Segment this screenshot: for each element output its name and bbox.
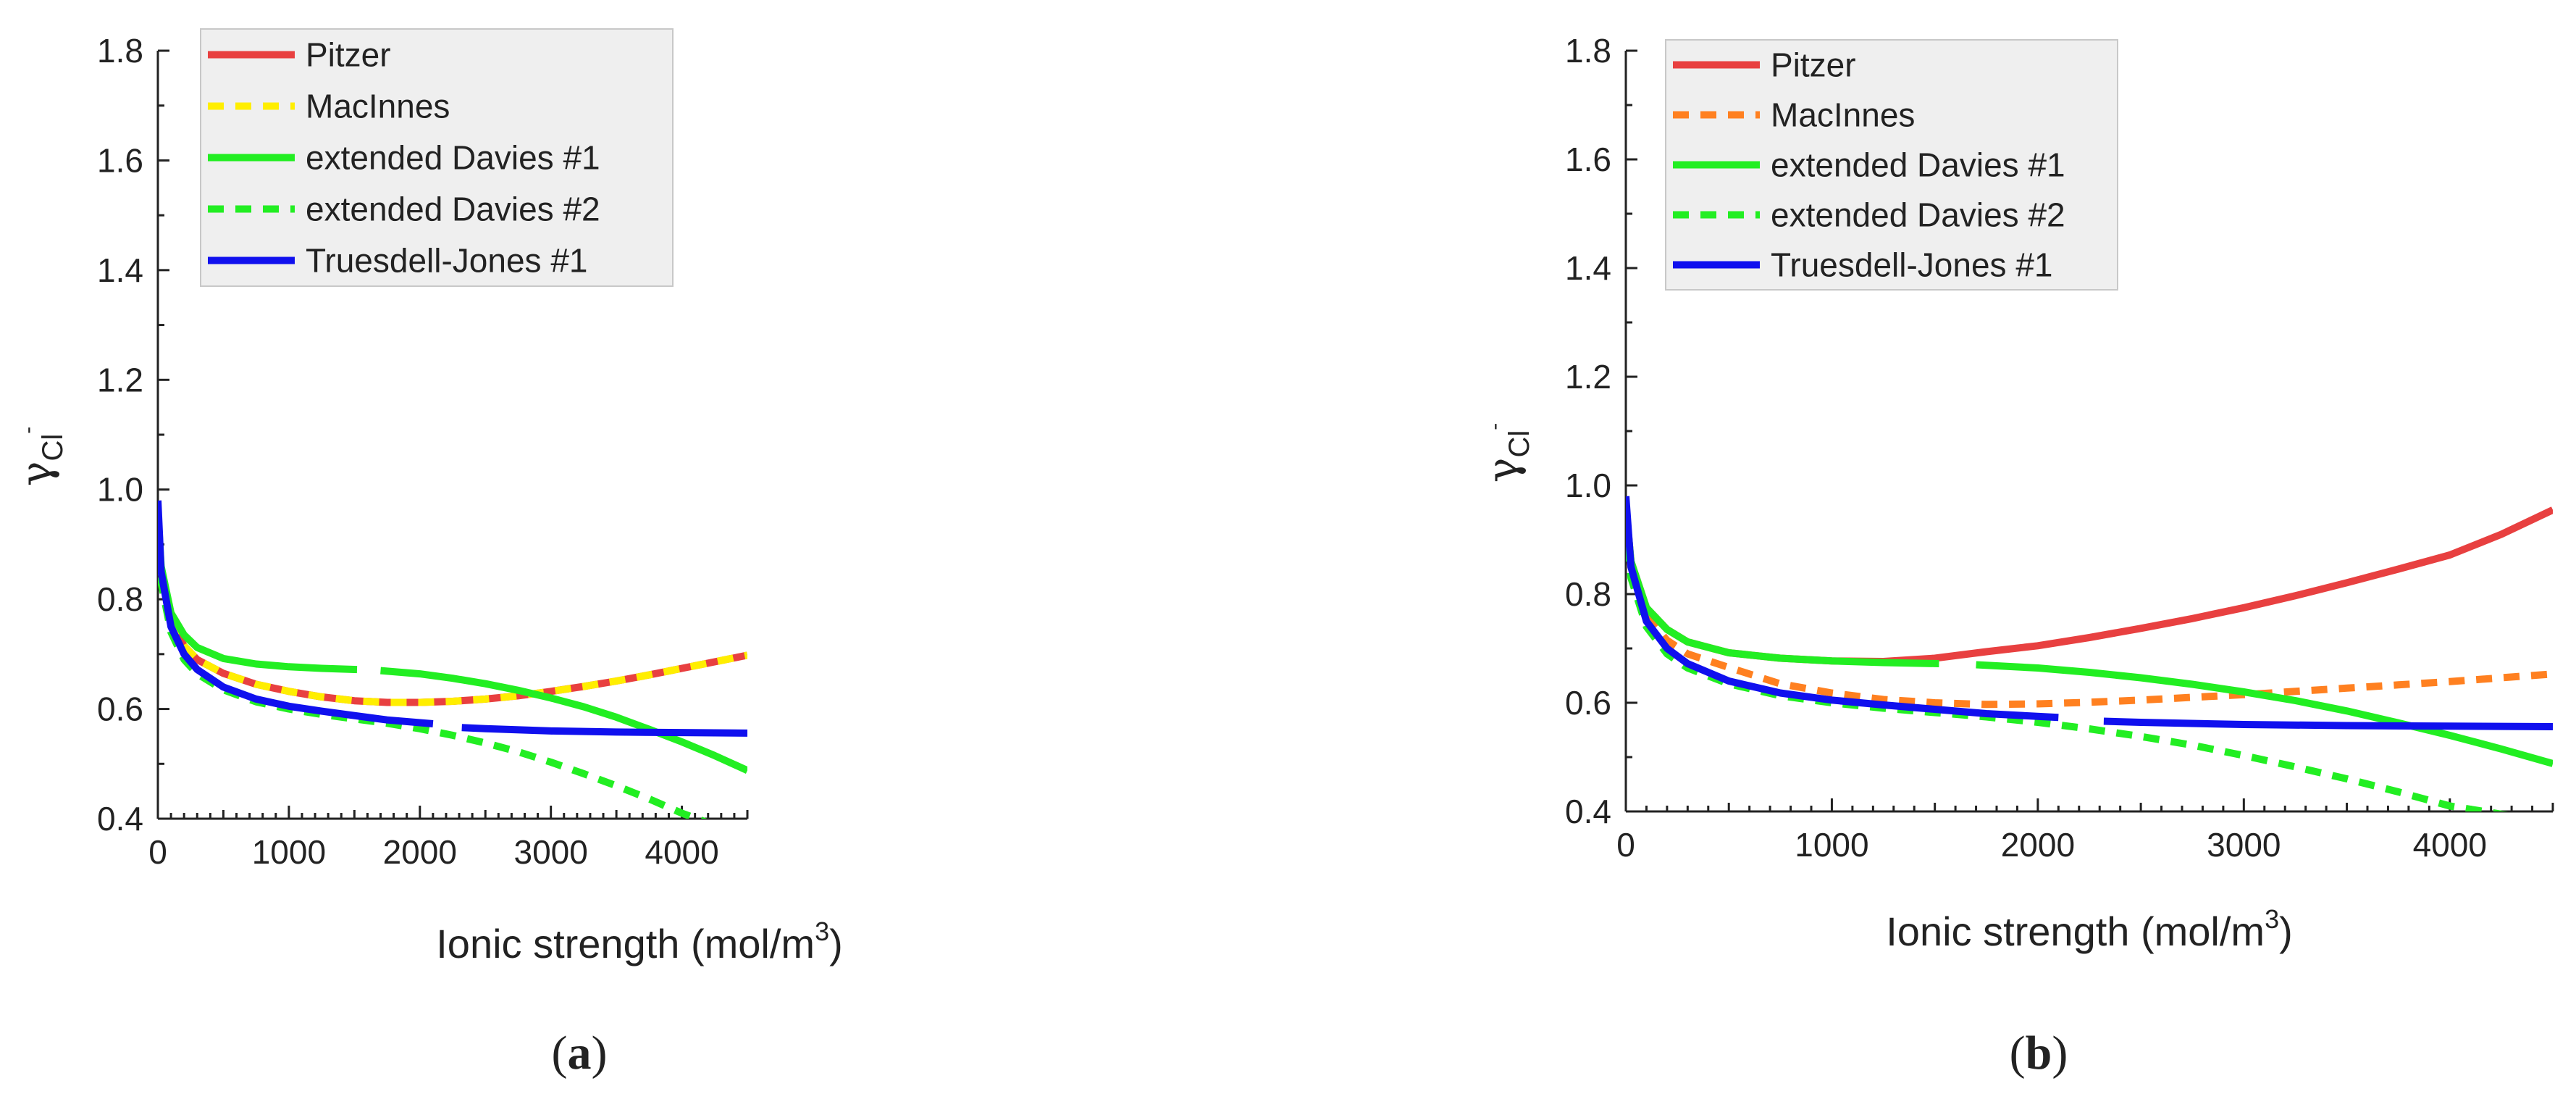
series-line-truesdell-jones-1 — [1626, 496, 2553, 730]
plot-area — [1626, 496, 2553, 811]
y-tick-label: 1.0 — [97, 471, 143, 509]
series-line-extended-davies-2 — [1626, 517, 2509, 811]
y-tick-label: 1.6 — [97, 141, 143, 179]
panel-label: (b) — [2010, 1027, 2068, 1080]
legend-label: Truesdell-Jones #1 — [1771, 246, 2053, 284]
x-axis-label: Ionic strength (mol/m3) — [1886, 904, 2293, 954]
y-tick-label: 1.6 — [1565, 141, 1611, 178]
x-tick-label: 0 — [148, 833, 167, 871]
y-tick-label: 1.2 — [97, 361, 143, 398]
panel-label: (a) — [552, 1027, 608, 1080]
series-line-macinnes — [158, 511, 747, 706]
panel-letter: a — [568, 1027, 592, 1080]
y-tick-label: 1.8 — [97, 32, 143, 70]
x-tick-label: 3000 — [513, 833, 587, 871]
x-axis-label-text: Ionic strength (mol/m — [436, 921, 815, 966]
x-axis-label-close: ) — [2279, 909, 2293, 954]
x-tick-label: 1000 — [1795, 826, 1868, 864]
legend-label: extended Davies #2 — [306, 191, 600, 228]
y-tick-label: 0.6 — [1565, 684, 1611, 722]
x-axis-label: Ionic strength (mol/m3) — [436, 916, 843, 966]
x-axis-label-text: Ionic strength (mol/m — [1886, 909, 2265, 954]
y-axis-label-gamma: γ — [12, 462, 61, 487]
legend-label: extended Davies #2 — [1771, 196, 2065, 234]
x-tick-label: 4000 — [2413, 826, 2487, 864]
series-line-pitzer — [158, 511, 747, 706]
plot-area — [158, 500, 747, 819]
y-tick-label: 0.8 — [1565, 575, 1611, 613]
series-line-pitzer — [1626, 506, 2553, 665]
y-axis-label: γCl- — [1478, 423, 1535, 483]
legend-label: MacInnes — [306, 88, 450, 125]
y-tick-label: 1.8 — [1565, 32, 1611, 70]
x-axis-label-close: ) — [829, 921, 843, 966]
y-axis-label-sup: - — [16, 427, 40, 434]
y-axis-label-gamma: γ — [1478, 458, 1527, 483]
y-axis-label-sub: Cl — [37, 434, 69, 462]
x-tick-label: 1000 — [252, 833, 326, 871]
legend-label: extended Davies #1 — [306, 139, 600, 177]
x-tick-label: 0 — [1616, 826, 1635, 864]
chart-panel-b: 0.4 0.6 0.8 1.0 1.2 1.4 1.6 1.8 0 1000 2000 3000 400… — [1478, 32, 2554, 1080]
legend-label: extended Davies #1 — [1771, 146, 2065, 184]
series-line-truesdell-jones-1 — [158, 500, 747, 737]
y-axis-label-sub: Cl — [1503, 430, 1535, 458]
x-tick-label: 2000 — [383, 833, 457, 871]
legend: Pitzer MacInnes extended Davies #1 extended… — [200, 28, 674, 287]
x-tick-label: 2000 — [2001, 826, 2075, 864]
legend-label: Truesdell-Jones #1 — [306, 242, 588, 280]
series-line-macinnes — [1626, 506, 2553, 709]
y-tick-label: 0.8 — [97, 580, 143, 618]
x-axis-label-sup: 3 — [2265, 904, 2279, 934]
panel-letter: b — [2026, 1027, 2052, 1080]
y-tick-label: 0.6 — [97, 690, 143, 728]
y-tick-label: 1.2 — [1565, 358, 1611, 396]
y-axis-label: γCl- — [12, 427, 69, 486]
y-tick-label: 0.4 — [1565, 793, 1611, 830]
y-tick-label: 1.4 — [97, 251, 143, 289]
x-tick-label: 3000 — [2207, 826, 2281, 864]
legend-label: MacInnes — [1771, 96, 1915, 134]
legend: Pitzer MacInnes extended Davies #1 extended… — [1665, 39, 2118, 291]
y-tick-label: 0.4 — [97, 800, 143, 838]
y-tick-label: 1.0 — [1565, 467, 1611, 504]
legend-label: Pitzer — [306, 36, 391, 74]
chart-panel-a: 0.4 0.6 0.8 1.0 1.2 1.4 1.6 1.8 0 1000 2000 3000 400… — [12, 28, 843, 1080]
x-axis-label-sup: 3 — [815, 916, 829, 946]
legend-label: Pitzer — [1771, 46, 1856, 84]
x-tick-label: 4000 — [645, 833, 718, 871]
y-axis-label-sup: - — [1482, 423, 1506, 430]
y-tick-label: 1.4 — [1565, 249, 1611, 287]
